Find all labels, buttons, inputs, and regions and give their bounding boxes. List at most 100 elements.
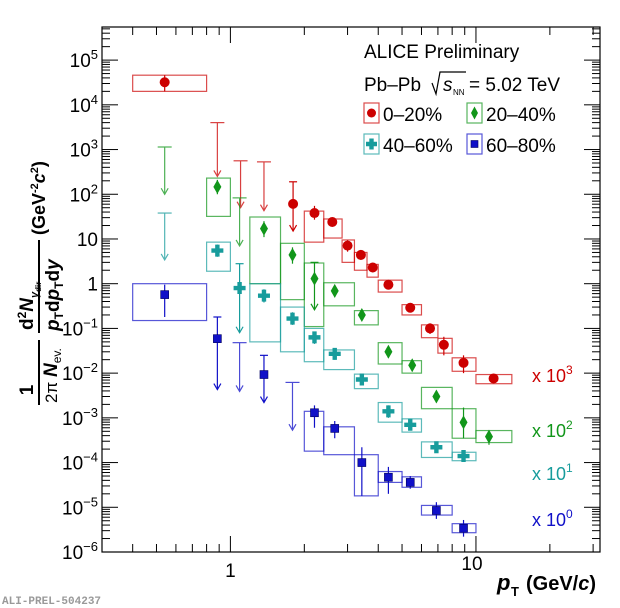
marker-cross xyxy=(382,405,395,418)
marker-diamond xyxy=(357,307,366,322)
marker-circle xyxy=(438,339,449,350)
upper-limit-head xyxy=(160,253,169,262)
y-tick-label: 102 xyxy=(70,181,98,206)
marker-square xyxy=(310,408,319,418)
system-label: Pb–Pb xyxy=(364,75,421,96)
marker-circle xyxy=(342,240,353,251)
marker-cross xyxy=(404,418,417,431)
marker-circle xyxy=(383,279,394,290)
data-point xyxy=(303,327,325,363)
data-point xyxy=(303,261,325,328)
data-point xyxy=(377,279,403,293)
energy-value: = 5.02 TeV xyxy=(469,75,560,96)
legend-label: 60–80% xyxy=(486,136,556,157)
x-axis-title: p T (GeV/c) xyxy=(496,570,596,599)
systematic-box xyxy=(341,239,356,263)
y-tick-label: 105 xyxy=(70,47,98,72)
systematic-box xyxy=(132,74,208,92)
marker-cross xyxy=(286,312,299,325)
data-point xyxy=(213,316,222,391)
scale-label-2: x 101 xyxy=(532,461,573,484)
data-point xyxy=(401,418,423,433)
marker-cross xyxy=(211,244,224,257)
data-point xyxy=(341,239,356,263)
y-tick-label: 10−6 xyxy=(62,539,98,564)
marker-square xyxy=(213,334,222,343)
upper-limit xyxy=(232,342,247,393)
scale-label-0: x 103 xyxy=(532,363,573,386)
legend: 0–20% 20–40% 40–60% 60–80% xyxy=(363,102,556,157)
marker-circle xyxy=(355,249,366,260)
marker-diamond xyxy=(384,344,393,359)
scale-label-3: x 100 xyxy=(532,507,573,530)
upper-limit xyxy=(157,146,172,196)
marker-cross xyxy=(355,373,368,386)
svg-text:pTdpTdy: pTdpTdy xyxy=(43,258,66,332)
data-point xyxy=(401,302,423,316)
upper-limit-head xyxy=(213,170,222,178)
svg-text:(GeV-2c2): (GeV-2c2) xyxy=(29,161,49,235)
y-tick-label: 10 xyxy=(77,230,98,251)
data-point xyxy=(377,342,403,365)
marker-diamond xyxy=(310,271,319,286)
systematic-box xyxy=(353,373,379,390)
marker-diamond xyxy=(408,358,417,373)
systematic-box xyxy=(420,386,453,410)
y-tick-label: 10−5 xyxy=(62,494,98,519)
marker-circle xyxy=(458,357,469,368)
y-tick-label: 10−3 xyxy=(62,405,98,430)
legend-entry-2: 40–60% xyxy=(363,133,453,157)
marker-diamond xyxy=(459,415,468,430)
marker-circle xyxy=(367,262,378,273)
systematic-box xyxy=(437,337,453,354)
svg-text:Nev.: Nev. xyxy=(41,348,64,377)
data-point xyxy=(475,373,513,385)
upper-limit xyxy=(232,197,247,248)
upper-limit xyxy=(157,212,172,262)
limit-arrow-head xyxy=(289,224,298,233)
upper-limit-head xyxy=(236,201,245,209)
data-point xyxy=(132,283,208,322)
x-tick-label: 1 xyxy=(225,561,236,582)
series-1 xyxy=(157,146,513,445)
data-point xyxy=(451,407,477,439)
marker-circle xyxy=(488,373,499,384)
legend-label: 20–40% xyxy=(486,105,556,126)
marker-diamond xyxy=(288,247,297,262)
data-point xyxy=(323,421,356,456)
data-point xyxy=(132,74,208,92)
data-point xyxy=(233,263,246,334)
data-point xyxy=(420,323,439,339)
y-tick-label: 10−2 xyxy=(62,360,98,385)
legend-entry-3: 60–80% xyxy=(466,133,556,157)
svg-text:p: p xyxy=(496,570,510,595)
data-point xyxy=(377,466,403,494)
upper-limit-head xyxy=(259,204,268,212)
upper-limit-head xyxy=(288,423,297,432)
legend-label: 0–20% xyxy=(383,105,442,126)
marker-circle xyxy=(288,198,299,209)
systematic-box xyxy=(206,241,231,272)
data-point xyxy=(279,306,305,353)
marker-diamond xyxy=(330,283,339,298)
systematic-box xyxy=(206,177,231,217)
limit-arrow-head xyxy=(259,396,268,404)
marker-diamond xyxy=(213,179,222,194)
systematic-box xyxy=(353,310,379,326)
systematic-box xyxy=(377,401,403,423)
upper-limit-head xyxy=(235,385,244,393)
marker-cross xyxy=(366,138,377,150)
marker-circle xyxy=(367,108,376,118)
plot-frame xyxy=(101,26,601,553)
data-point xyxy=(353,373,379,390)
legend-label: 40–60% xyxy=(383,136,453,157)
y-tick-label: 104 xyxy=(70,92,98,117)
series-0 xyxy=(132,74,513,385)
axes-frame xyxy=(101,26,601,553)
scale-label-1: x 102 xyxy=(532,418,573,441)
marker-cross xyxy=(233,282,246,295)
data-point xyxy=(206,177,231,217)
marker-square xyxy=(459,523,468,533)
system-energy-label: Pb–Pb s NN = 5.02 TeV xyxy=(364,71,560,97)
